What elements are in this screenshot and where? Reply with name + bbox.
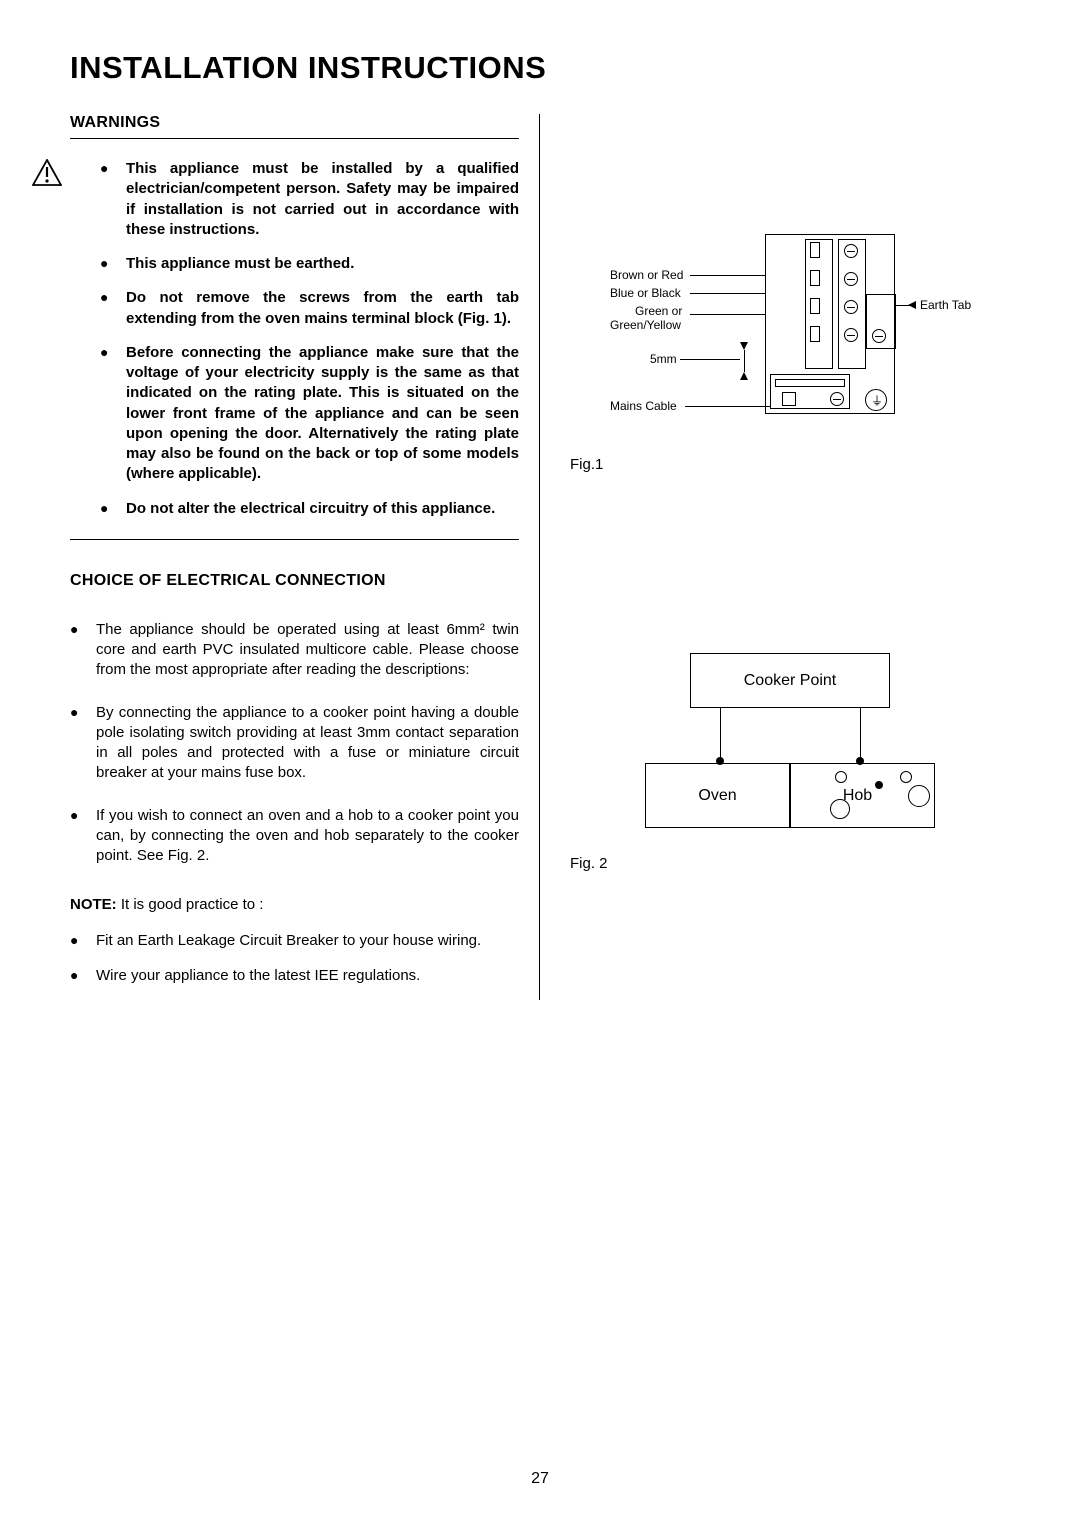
electrical-item: The appliance should be operated using a…: [70, 620, 519, 681]
fig2-cooker-point: Cooker Point: [690, 653, 890, 708]
warning-item: This appliance must be installed by a qu…: [100, 159, 519, 240]
warning-item: Do not alter the electrical circuitry of…: [100, 499, 519, 519]
fig2-caption: Fig. 2: [570, 855, 1010, 872]
right-column: ⏚ Brown or Red Blue or Black Green or Gr…: [540, 114, 1010, 1000]
fig1-label-5mm: 5mm: [650, 352, 677, 366]
electrical-item: By connecting the appliance to a cooker …: [70, 703, 519, 784]
fig1-diagram: ⏚ Brown or Red Blue or Black Green or Gr…: [610, 224, 970, 444]
warnings-rule: [70, 138, 519, 139]
note-label: NOTE:: [70, 896, 117, 913]
fig1-label-greenyellow: Green/Yellow: [610, 318, 681, 332]
warning-item: Before connecting the appliance make sur…: [100, 343, 519, 485]
note-item: Wire your appliance to the latest IEE re…: [70, 966, 519, 986]
note-line: NOTE: It is good practice to :: [70, 896, 519, 913]
note-text: It is good practice to :: [121, 896, 264, 913]
electrical-item: If you wish to connect an oven and a hob…: [70, 806, 519, 867]
figure-2: Cooker Point Oven Hob: [570, 653, 1010, 872]
electrical-list: The appliance should be operated using a…: [70, 620, 519, 867]
fig1-label-brown: Brown or Red: [610, 268, 683, 282]
note-list: Fit an Earth Leakage Circuit Breaker to …: [70, 931, 519, 986]
fig1-label-mains: Mains Cable: [610, 399, 677, 413]
electrical-heading: CHOICE OF ELECTRICAL CONNECTION: [70, 572, 519, 590]
page-title: INSTALLATION INSTRUCTIONS: [70, 50, 1010, 86]
page-number: 27: [0, 1470, 1080, 1488]
fig1-label-earthtab: Earth Tab: [920, 298, 971, 312]
fig2-diagram: Cooker Point Oven Hob: [610, 653, 970, 843]
warnings-section: WARNINGS This appliance must be installe…: [70, 114, 519, 540]
warning-triangle-icon: [32, 159, 62, 187]
fig1-caption: Fig.1: [570, 456, 1010, 473]
fig2-oven-label: Oven: [698, 787, 736, 805]
warnings-list: This appliance must be installed by a qu…: [100, 159, 519, 519]
left-column: WARNINGS This appliance must be installe…: [70, 114, 540, 1000]
fig2-oven: Oven: [645, 763, 790, 828]
warning-item: Do not remove the screws from the earth …: [100, 288, 519, 329]
note-item: Fit an Earth Leakage Circuit Breaker to …: [70, 931, 519, 951]
warnings-heading: WARNINGS: [70, 114, 519, 132]
content-columns: WARNINGS This appliance must be installe…: [70, 114, 1010, 1000]
fig1-label-green: Green or: [635, 304, 682, 318]
electrical-section: CHOICE OF ELECTRICAL CONNECTION The appl…: [70, 572, 519, 986]
warnings-end-rule: [70, 539, 519, 540]
figure-1: ⏚ Brown or Red Blue or Black Green or Gr…: [570, 224, 1010, 473]
fig1-label-blue: Blue or Black: [610, 286, 681, 300]
warning-item: This appliance must be earthed.: [100, 254, 519, 274]
